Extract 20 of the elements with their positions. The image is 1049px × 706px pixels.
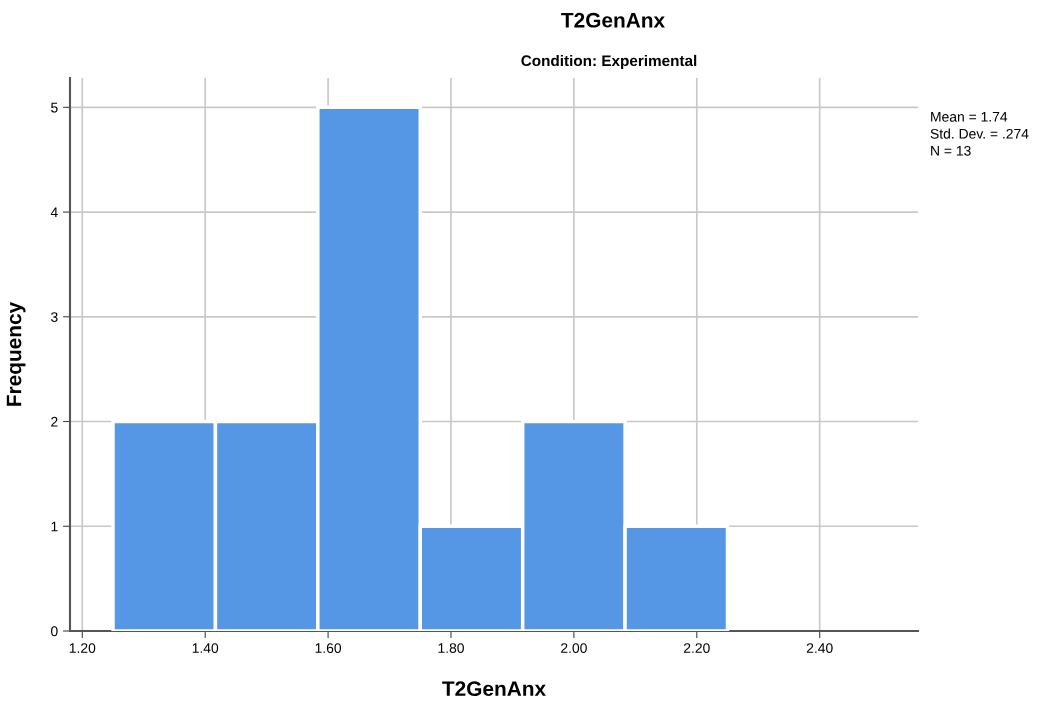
x-tick-label: 2.20 [683, 643, 710, 654]
y-axis-title: Frequency [6, 301, 26, 406]
text: N = 13 [931, 145, 971, 156]
x-tick-label: 1.60 [315, 643, 342, 654]
y-tick-label: 5 [51, 102, 58, 113]
x-tick-label: 1.20 [69, 643, 96, 654]
y-tick-label: 0 [51, 626, 58, 637]
chart-title: T2GenAnx [561, 12, 665, 28]
x-tick-label: 2.00 [561, 643, 587, 654]
y-tick-label: 3 [51, 312, 58, 322]
y-tick-label: 2 [51, 416, 58, 427]
y-tick-label: 4 [50, 207, 58, 218]
text: Mean = 1.74 [931, 112, 1008, 122]
x-tick-label: 1.80 [438, 643, 464, 654]
x-tick-label: 2.40 [806, 643, 833, 654]
x-axis-title: T2GenAnx [442, 681, 546, 697]
chart-subtitle: Condition: Experimental [521, 54, 697, 70]
x-tick-label: 1.40 [192, 643, 219, 654]
text: Std. Dev. = .274 [930, 128, 1029, 139]
y-tick-label: 1 [51, 521, 58, 532]
